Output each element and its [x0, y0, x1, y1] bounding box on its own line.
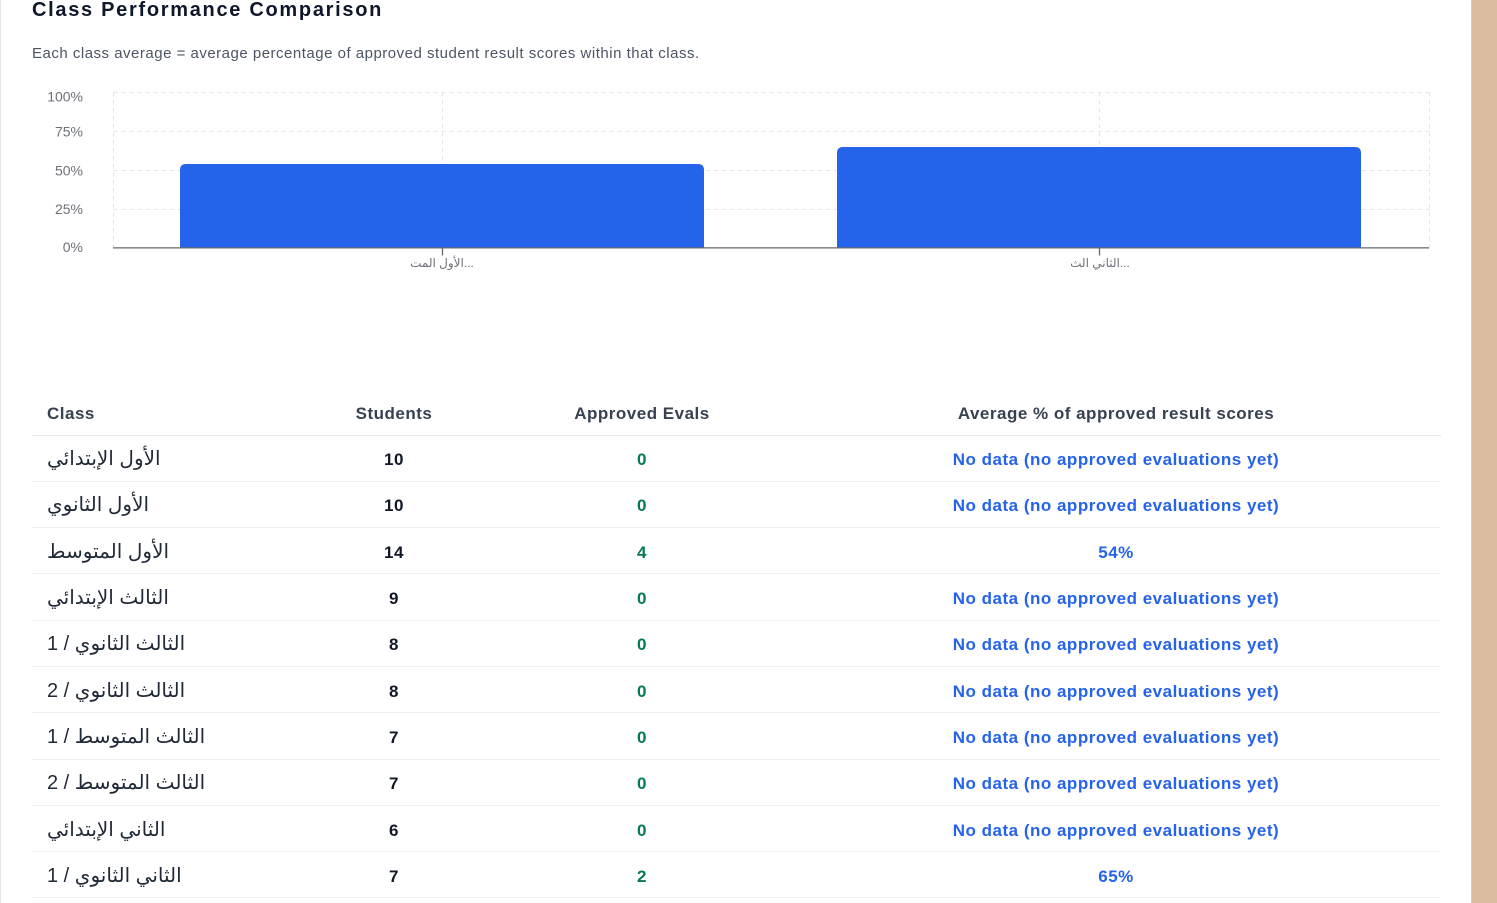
svg-text:50%: 50%: [55, 163, 83, 179]
svg-text:0%: 0%: [63, 239, 83, 255]
svg-text:25%: 25%: [55, 201, 83, 217]
svg-text:75%: 75%: [55, 124, 83, 140]
svg-text:الثاني الث...: الثاني الث...: [1070, 256, 1130, 270]
svg-text:100%: 100%: [47, 88, 83, 104]
svg-text:الأول المت...: الأول المت...: [410, 255, 474, 271]
